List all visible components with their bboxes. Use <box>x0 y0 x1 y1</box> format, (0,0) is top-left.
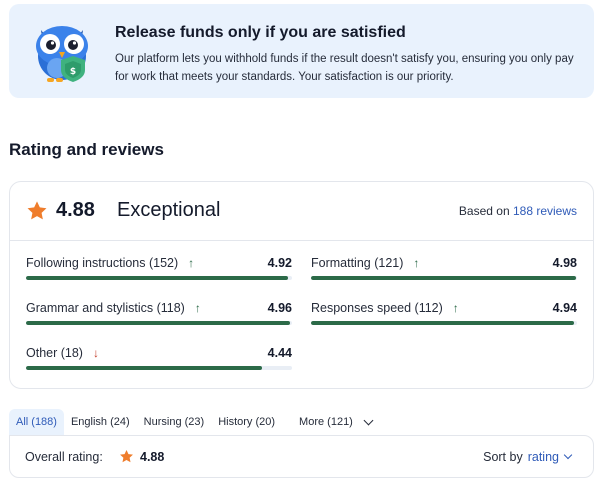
arrow-up-icon: ↑ <box>452 301 459 315</box>
arrow-up-icon: ↑ <box>413 256 420 270</box>
metric-responses-speed: Responses speed (112) ↑ 4.94 <box>311 301 577 341</box>
metric-grammar-and-stylistics: Grammar and stylistics (118) ↑ 4.96 <box>26 301 292 341</box>
metric-formatting: Formatting (121) ↑ 4.98 <box>311 256 577 296</box>
owl-shield-icon: $ <box>36 26 88 82</box>
review-count: Based on 188 reviews <box>459 204 577 218</box>
metric-value: 4.94 <box>552 301 577 315</box>
chevron-down-icon <box>363 415 374 425</box>
sort-control: Sort by rating <box>483 450 573 464</box>
star-icon <box>120 449 133 463</box>
overall-rating-label: Overall rating: <box>25 450 103 464</box>
progress-bar <box>311 321 577 325</box>
tab-all[interactable]: All (188) <box>9 409 64 435</box>
review-count-prefix: Based on <box>458 204 510 218</box>
progress-fill <box>311 321 574 325</box>
sort-label: Sort by <box>483 450 523 464</box>
satisfaction-banner: $ Release funds only if you are satisfie… <box>9 4 594 98</box>
metric-value: 4.98 <box>552 256 577 270</box>
rating-summary-card: 4.88 Exceptional Based on 188 reviews Fo… <box>9 181 594 389</box>
tab-history[interactable]: History (20) <box>218 416 276 428</box>
sort-dropdown[interactable]: rating <box>527 450 559 464</box>
metric-value: 4.96 <box>267 301 292 315</box>
metric-label: Responses speed (112) <box>311 301 443 315</box>
metric-value: 4.44 <box>267 346 292 360</box>
rating-verdict: Exceptional <box>117 199 221 221</box>
svg-text:$: $ <box>70 67 76 77</box>
tab-nursing[interactable]: Nursing (23) <box>143 416 205 428</box>
metric-label: Grammar and stylistics (118) <box>26 301 185 315</box>
progress-bar <box>311 276 577 280</box>
tab-more[interactable]: More (121) <box>292 409 379 435</box>
progress-bar <box>26 276 292 280</box>
chevron-down-icon[interactable] <box>563 450 573 460</box>
progress-fill <box>26 276 288 280</box>
overall-score: 4.88 <box>56 199 95 221</box>
metric-other: Other (18) ↓ 4.44 <box>26 346 292 386</box>
metric-following-instructions: Following instructions (152) ↑ 4.92 <box>26 256 292 296</box>
star-icon <box>27 201 47 220</box>
tab-more-label: More (121) <box>299 416 353 428</box>
progress-fill <box>311 276 576 280</box>
progress-fill <box>26 366 263 370</box>
arrow-up-icon: ↑ <box>194 301 201 315</box>
overall-rating-score: 4.88 <box>140 450 165 464</box>
progress-bar <box>26 321 292 325</box>
progress-bar <box>26 366 292 370</box>
progress-fill <box>26 321 290 325</box>
arrow-down-icon: ↓ <box>92 346 99 360</box>
overall-rating-bar: Overall rating: 4.88 Sort by rating <box>9 435 594 478</box>
arrow-up-icon: ↑ <box>188 256 195 270</box>
metric-value: 4.92 <box>267 256 292 270</box>
reviews-link[interactable]: 188 reviews <box>512 204 577 218</box>
metric-label: Following instructions (152) <box>26 256 179 270</box>
metric-label: Formatting (121) <box>311 256 404 270</box>
metric-label: Other (18) <box>26 346 83 360</box>
review-filter-tabs: All (188) English (24) Nursing (23) Hist… <box>9 409 379 435</box>
divider <box>10 240 593 241</box>
banner-title: Release funds only if you are satisfied <box>115 24 406 41</box>
tab-english[interactable]: English (24) <box>70 416 130 428</box>
section-title: Rating and reviews <box>9 140 164 159</box>
banner-description: Our platform lets you withhold funds if … <box>115 53 574 83</box>
